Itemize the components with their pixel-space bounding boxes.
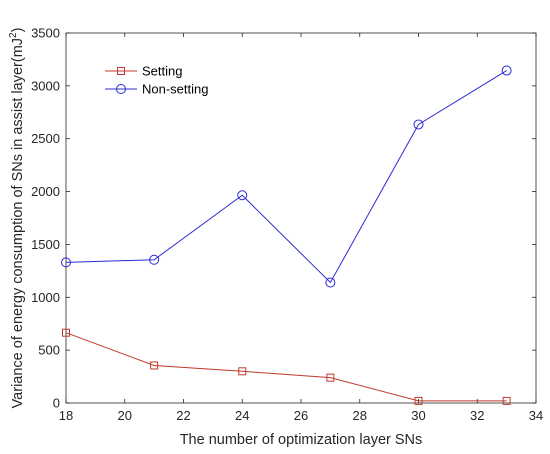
- data-point-non-setting: [237, 190, 248, 201]
- x-tick-label: 30: [411, 408, 425, 423]
- x-tick-label: 22: [176, 408, 190, 423]
- y-axis-label-text: Variance of energy consumption of SNs in…: [10, 38, 26, 408]
- data-point-setting: [502, 396, 511, 405]
- data-point-setting: [62, 328, 70, 337]
- x-tick-label: 32: [470, 408, 484, 423]
- legend-label-setting: Setting: [142, 64, 182, 79]
- x-tick-label: 24: [235, 408, 249, 423]
- series-layer: [61, 65, 512, 405]
- data-point-setting: [326, 373, 335, 382]
- x-axis-label: The number of optimization layer SNs: [180, 432, 423, 448]
- y-axis-label-exponent: 2: [8, 32, 19, 38]
- y-tick-label: 3500: [31, 26, 60, 41]
- x-tick-label: 34: [529, 408, 543, 423]
- y-axis-label: Variance of energy consumption of SNs in…: [8, 28, 26, 409]
- y-tick-label: 500: [38, 343, 60, 358]
- x-tick-label: 18: [59, 408, 73, 423]
- data-point-setting: [238, 367, 247, 376]
- y-tick-label: 1500: [31, 237, 60, 252]
- data-point-setting: [150, 361, 159, 370]
- legend: Setting Non-setting: [97, 57, 259, 103]
- series-line-setting: [65, 332, 507, 402]
- data-point-non-setting: [149, 254, 160, 265]
- data-point-setting: [414, 396, 423, 405]
- data-point-non-setting: [61, 257, 71, 268]
- y-tick-label: 2500: [31, 131, 60, 146]
- legend-box: [97, 57, 259, 103]
- axes: 18 20 22 24 26 28 30 32 34 0 500 1000 1500 2000 2500 30…: [31, 26, 543, 424]
- y-tick-label: 2000: [31, 184, 60, 199]
- legend-marker-non-setting: [116, 84, 126, 94]
- y-axis-label-close: ): [10, 28, 26, 33]
- x-tick-label: 20: [118, 408, 132, 423]
- data-point-non-setting: [501, 65, 512, 76]
- x-tick-label: 26: [294, 408, 308, 423]
- data-point-non-setting: [413, 119, 424, 130]
- legend-marker-setting: [117, 67, 125, 75]
- series-line-non-setting: [65, 70, 507, 284]
- data-point-non-setting: [325, 277, 336, 288]
- y-tick-label: 1000: [31, 290, 60, 305]
- y-tick-label: 3000: [31, 78, 60, 93]
- x-tick-label: 28: [353, 408, 367, 423]
- y-tick-label: 0: [53, 396, 60, 411]
- legend-label-non-setting: Non-setting: [142, 82, 208, 97]
